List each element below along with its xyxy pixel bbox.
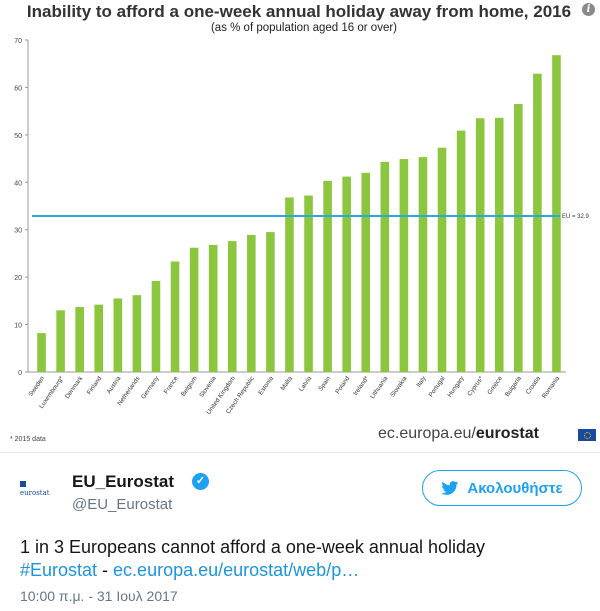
bar (75, 307, 84, 372)
display-name[interactable]: EU_Eurostat (72, 472, 175, 491)
x-tick-label: Belgium (180, 375, 199, 398)
avatar[interactable]: eurostat (20, 479, 56, 503)
chart-title: Inability to afford a one-week annual ho… (26, 2, 572, 21)
x-tick-label: Portugal (427, 375, 446, 398)
x-tick-label: Ireland* (352, 375, 370, 397)
bar (552, 55, 561, 372)
follow-button[interactable]: Ακολουθήστε (422, 470, 582, 506)
eurostat-source-logo: ec.europa.eu/eurostat (378, 425, 539, 443)
x-tick-label: Italy (415, 374, 428, 388)
tweet-timestamp[interactable]: 10:00 π.μ. - 31 Ιουλ 2017 (20, 588, 178, 604)
bar (456, 130, 466, 372)
bar (285, 197, 294, 372)
info-icon[interactable]: i (582, 3, 595, 16)
bar (208, 244, 218, 372)
x-tick-label: Cyprus* (466, 375, 485, 398)
x-tick-label: Bulgaria (504, 375, 523, 398)
x-tick-label: Slovenia (198, 375, 218, 399)
x-tick-label: Lithuania (369, 375, 390, 400)
bar (437, 147, 447, 372)
tweet-text: 1 in 3 Europeans cannot afford a one-wee… (20, 537, 486, 557)
bar (418, 157, 428, 372)
x-tick-label: Romania (541, 375, 561, 400)
bar (514, 104, 523, 373)
y-tick-label: 60 (14, 85, 22, 92)
chart-footnote: * 2015 data (10, 436, 46, 443)
bar (151, 280, 161, 372)
bar (56, 310, 65, 372)
hashtag-link[interactable]: #Eurostat (20, 560, 98, 580)
eu-flag-icon (20, 481, 26, 487)
bar (380, 161, 390, 372)
bar (494, 117, 504, 372)
bar (247, 234, 256, 372)
x-tick-label: Spain (317, 375, 332, 393)
bar (304, 195, 313, 372)
bar (37, 333, 46, 372)
x-tick-label: Denmark (64, 374, 85, 400)
x-tick-label: Hungary (446, 374, 466, 398)
bar (361, 172, 371, 372)
x-tick-label: France (163, 375, 180, 395)
bar (170, 261, 180, 372)
y-tick-label: 20 (14, 275, 22, 282)
x-tick-label: Sweden (27, 375, 46, 398)
x-tick-label: Greece (486, 375, 504, 396)
tweet-text-line2: #Eurostat - ec.europa.eu/eurostat/web/p… (20, 560, 359, 581)
y-tick-label: 50 (14, 133, 22, 140)
x-tick-label: Austria (105, 375, 122, 395)
bar (113, 298, 123, 372)
y-tick-label: 70 (14, 38, 22, 45)
y-tick-label: 10 (14, 323, 22, 330)
x-tick-label: Poland (334, 375, 351, 395)
y-tick-label: 0 (18, 370, 22, 377)
x-tick-label: Latvia (298, 375, 314, 393)
bar (266, 232, 275, 372)
eu-average-label: EU = 32.9 (562, 214, 590, 220)
chart-subtitle: (as % of population aged 16 or over) (210, 22, 398, 34)
x-tick-label: Malta (280, 375, 295, 392)
chart-card: Inability to afford a one-week annual ho… (10, 2, 596, 443)
bar (189, 247, 199, 372)
bar (227, 241, 237, 372)
x-tick-label: Germany (140, 374, 161, 400)
y-tick-label: 40 (14, 180, 22, 187)
user-handle[interactable]: @EU_Eurostat (72, 496, 173, 513)
bar (132, 295, 142, 372)
x-tick-label: Estonia (257, 375, 275, 397)
verified-icon: ✓ (192, 473, 209, 490)
url-link[interactable]: ec.europa.eu/eurostat/web/p… (113, 560, 360, 580)
bar (475, 118, 485, 372)
bar (342, 176, 351, 372)
avatar-label: eurostat (20, 489, 50, 497)
divider (0, 452, 600, 453)
x-tick-label: Finland (86, 375, 104, 396)
twitter-bird-icon (441, 480, 459, 495)
follow-button-label: Ακολουθήστε (467, 479, 563, 497)
x-tick-label: Croatia (525, 375, 543, 396)
eu-flag-icon (578, 429, 596, 441)
bar (323, 180, 332, 372)
separator: - (97, 560, 114, 580)
x-tick-label: Slovakia (389, 375, 409, 399)
bar (94, 304, 104, 372)
bar (533, 73, 542, 372)
source-domain: ec.europa.eu/ (378, 425, 476, 442)
y-tick-label: 30 (14, 228, 22, 235)
source-brand: eurostat (475, 425, 539, 442)
bar (399, 159, 409, 372)
